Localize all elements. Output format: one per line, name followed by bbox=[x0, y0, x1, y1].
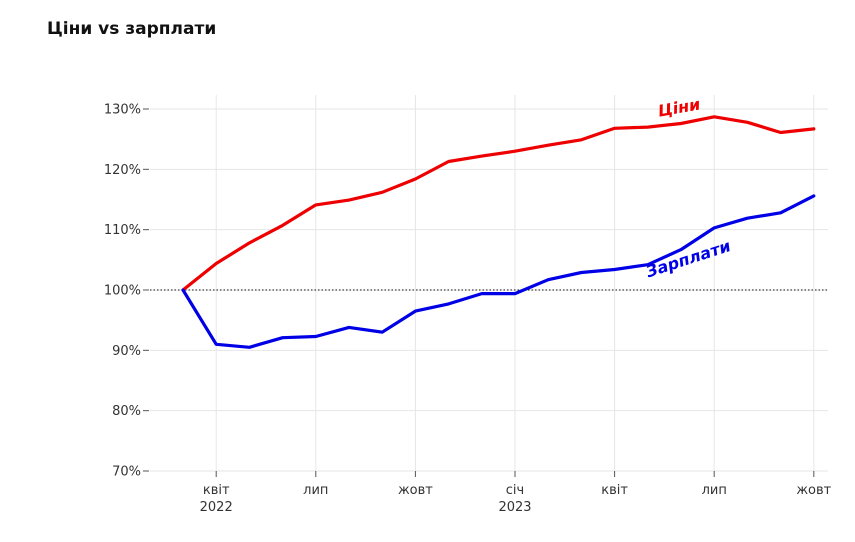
x-tick-label: жовт bbox=[398, 483, 433, 498]
x-tick-label: лип bbox=[303, 483, 328, 498]
grid-lines bbox=[150, 95, 828, 472]
x-tick-label: квіт bbox=[601, 483, 628, 498]
x-tick-label: жовт bbox=[796, 483, 831, 498]
x-tick-year-label: 2022 bbox=[200, 500, 233, 515]
x-tick-label: квіт bbox=[203, 483, 230, 498]
x-tick-label: лип bbox=[702, 483, 727, 498]
y-tick-label: 80% bbox=[112, 404, 141, 419]
x-tick-label: січ bbox=[506, 483, 524, 498]
y-tick-label: 120% bbox=[104, 163, 141, 178]
series-label-prices: Ціни bbox=[656, 95, 701, 121]
y-tick-label: 100% bbox=[104, 284, 141, 299]
x-axis: квіт 2022 лип жовт січ 2023 квіт лип жовт bbox=[200, 471, 832, 515]
y-tick-label: 110% bbox=[104, 223, 141, 238]
x-tick-year-label: 2023 bbox=[498, 500, 531, 515]
chart-title: Ціни vs зарплати bbox=[47, 19, 217, 39]
series-line-prices bbox=[181, 115, 816, 292]
y-axis: 70% 80% 90% 100% 110% 120% 130% bbox=[104, 103, 149, 480]
series-label-wages: Зарплати bbox=[643, 236, 733, 281]
y-tick-label: 90% bbox=[112, 344, 141, 359]
series-lines bbox=[181, 115, 816, 349]
y-tick-label: 70% bbox=[112, 465, 141, 480]
series-line-wages bbox=[181, 194, 816, 349]
y-tick-label: 130% bbox=[104, 103, 141, 118]
